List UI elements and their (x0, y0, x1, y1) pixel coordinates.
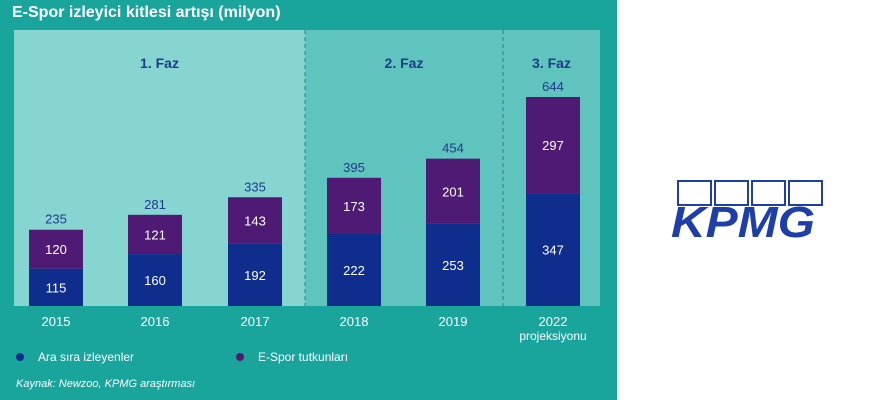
legend-swatch-enthusiasts (236, 353, 244, 361)
x-tick-2018: 2018 (340, 314, 369, 329)
bar-enthusiasts-2018 (327, 177, 381, 234)
value-label-occasional-2022: 347 (542, 243, 564, 258)
x-tick-2019: 2019 (439, 314, 468, 329)
chart-title: E-Spor izleyici kitlesi artışı (milyon) (12, 4, 281, 21)
bars (29, 97, 580, 306)
value-label-occasional-2015: 115 (46, 280, 67, 295)
total-label-2017: 335 (244, 179, 266, 194)
bar-occasional-2019 (426, 223, 480, 306)
phase-label-3: 3. Faz (532, 55, 571, 71)
source-note: Kaynak: Newzoo, KPMG araştırması (16, 378, 196, 390)
phase-label-2: 2. Faz (385, 55, 424, 71)
bar-occasional-2017 (228, 243, 282, 306)
bar-occasional-2022 (526, 193, 580, 306)
chart-plot: 1. Faz 2. Faz 3. Faz 115 120 235 2015 160 121 281… (14, 30, 600, 343)
x-tick-2022: 2022 (539, 314, 568, 329)
value-label-enthusiasts-2016: 121 (144, 227, 166, 242)
bar-enthusiasts-2017 (228, 197, 282, 244)
total-label-2019: 454 (442, 141, 464, 156)
x-tick-2015: 2015 (42, 314, 71, 329)
bar-enthusiasts-2016 (128, 214, 182, 255)
bar-enthusiasts-2022 (526, 97, 580, 194)
legend-item-enthusiasts: E-Spor tutkunları (236, 350, 348, 364)
total-label-2022: 644 (542, 79, 564, 94)
bar-occasional-2016 (128, 254, 182, 306)
value-label-occasional-2018: 222 (343, 263, 365, 278)
bar-occasional-2015 (29, 268, 83, 306)
bar-enthusiasts-2015 (29, 229, 83, 269)
x-tick-sub-projeksiyonu: projeksiyonu (519, 329, 586, 343)
value-label-occasional-2017: 192 (244, 268, 266, 283)
total-label-2018: 395 (343, 160, 365, 175)
kpmg-logo: KPMG (671, 180, 823, 245)
value-label-enthusiasts-2015: 120 (45, 242, 67, 257)
value-label-enthusiasts-2019: 201 (442, 184, 464, 199)
kpmg-logo-text: KPMG (671, 198, 815, 245)
legend-label-occasional: Ara sıra izleyenler (38, 350, 135, 364)
bar-occasional-2018 (327, 233, 381, 306)
value-label-enthusiasts-2017: 143 (244, 213, 266, 228)
bar-enthusiasts-2019 (426, 158, 480, 224)
x-tick-2016: 2016 (141, 314, 170, 329)
value-label-occasional-2019: 253 (442, 258, 464, 273)
chart-panel: E-Spor izleyici kitlesi artışı (milyon) … (0, 0, 617, 400)
legend-swatch-occasional (16, 353, 24, 361)
phase-label-1: 1. Faz (140, 55, 179, 71)
value-label-occasional-2016: 160 (144, 273, 166, 288)
value-label-enthusiasts-2018: 173 (343, 199, 365, 214)
labels: 1. Faz 2. Faz 3. Faz 115 120 235 2015 160 121 281… (42, 55, 587, 343)
total-label-2015: 235 (45, 212, 67, 227)
legend-label-enthusiasts: E-Spor tutkunları (258, 350, 349, 364)
x-tick-2017: 2017 (241, 314, 270, 329)
value-label-enthusiasts-2022: 297 (542, 138, 564, 153)
legend-item-occasional: Ara sıra izleyenler (16, 350, 134, 364)
phase-backgrounds (14, 30, 600, 306)
total-label-2016: 281 (144, 197, 166, 212)
